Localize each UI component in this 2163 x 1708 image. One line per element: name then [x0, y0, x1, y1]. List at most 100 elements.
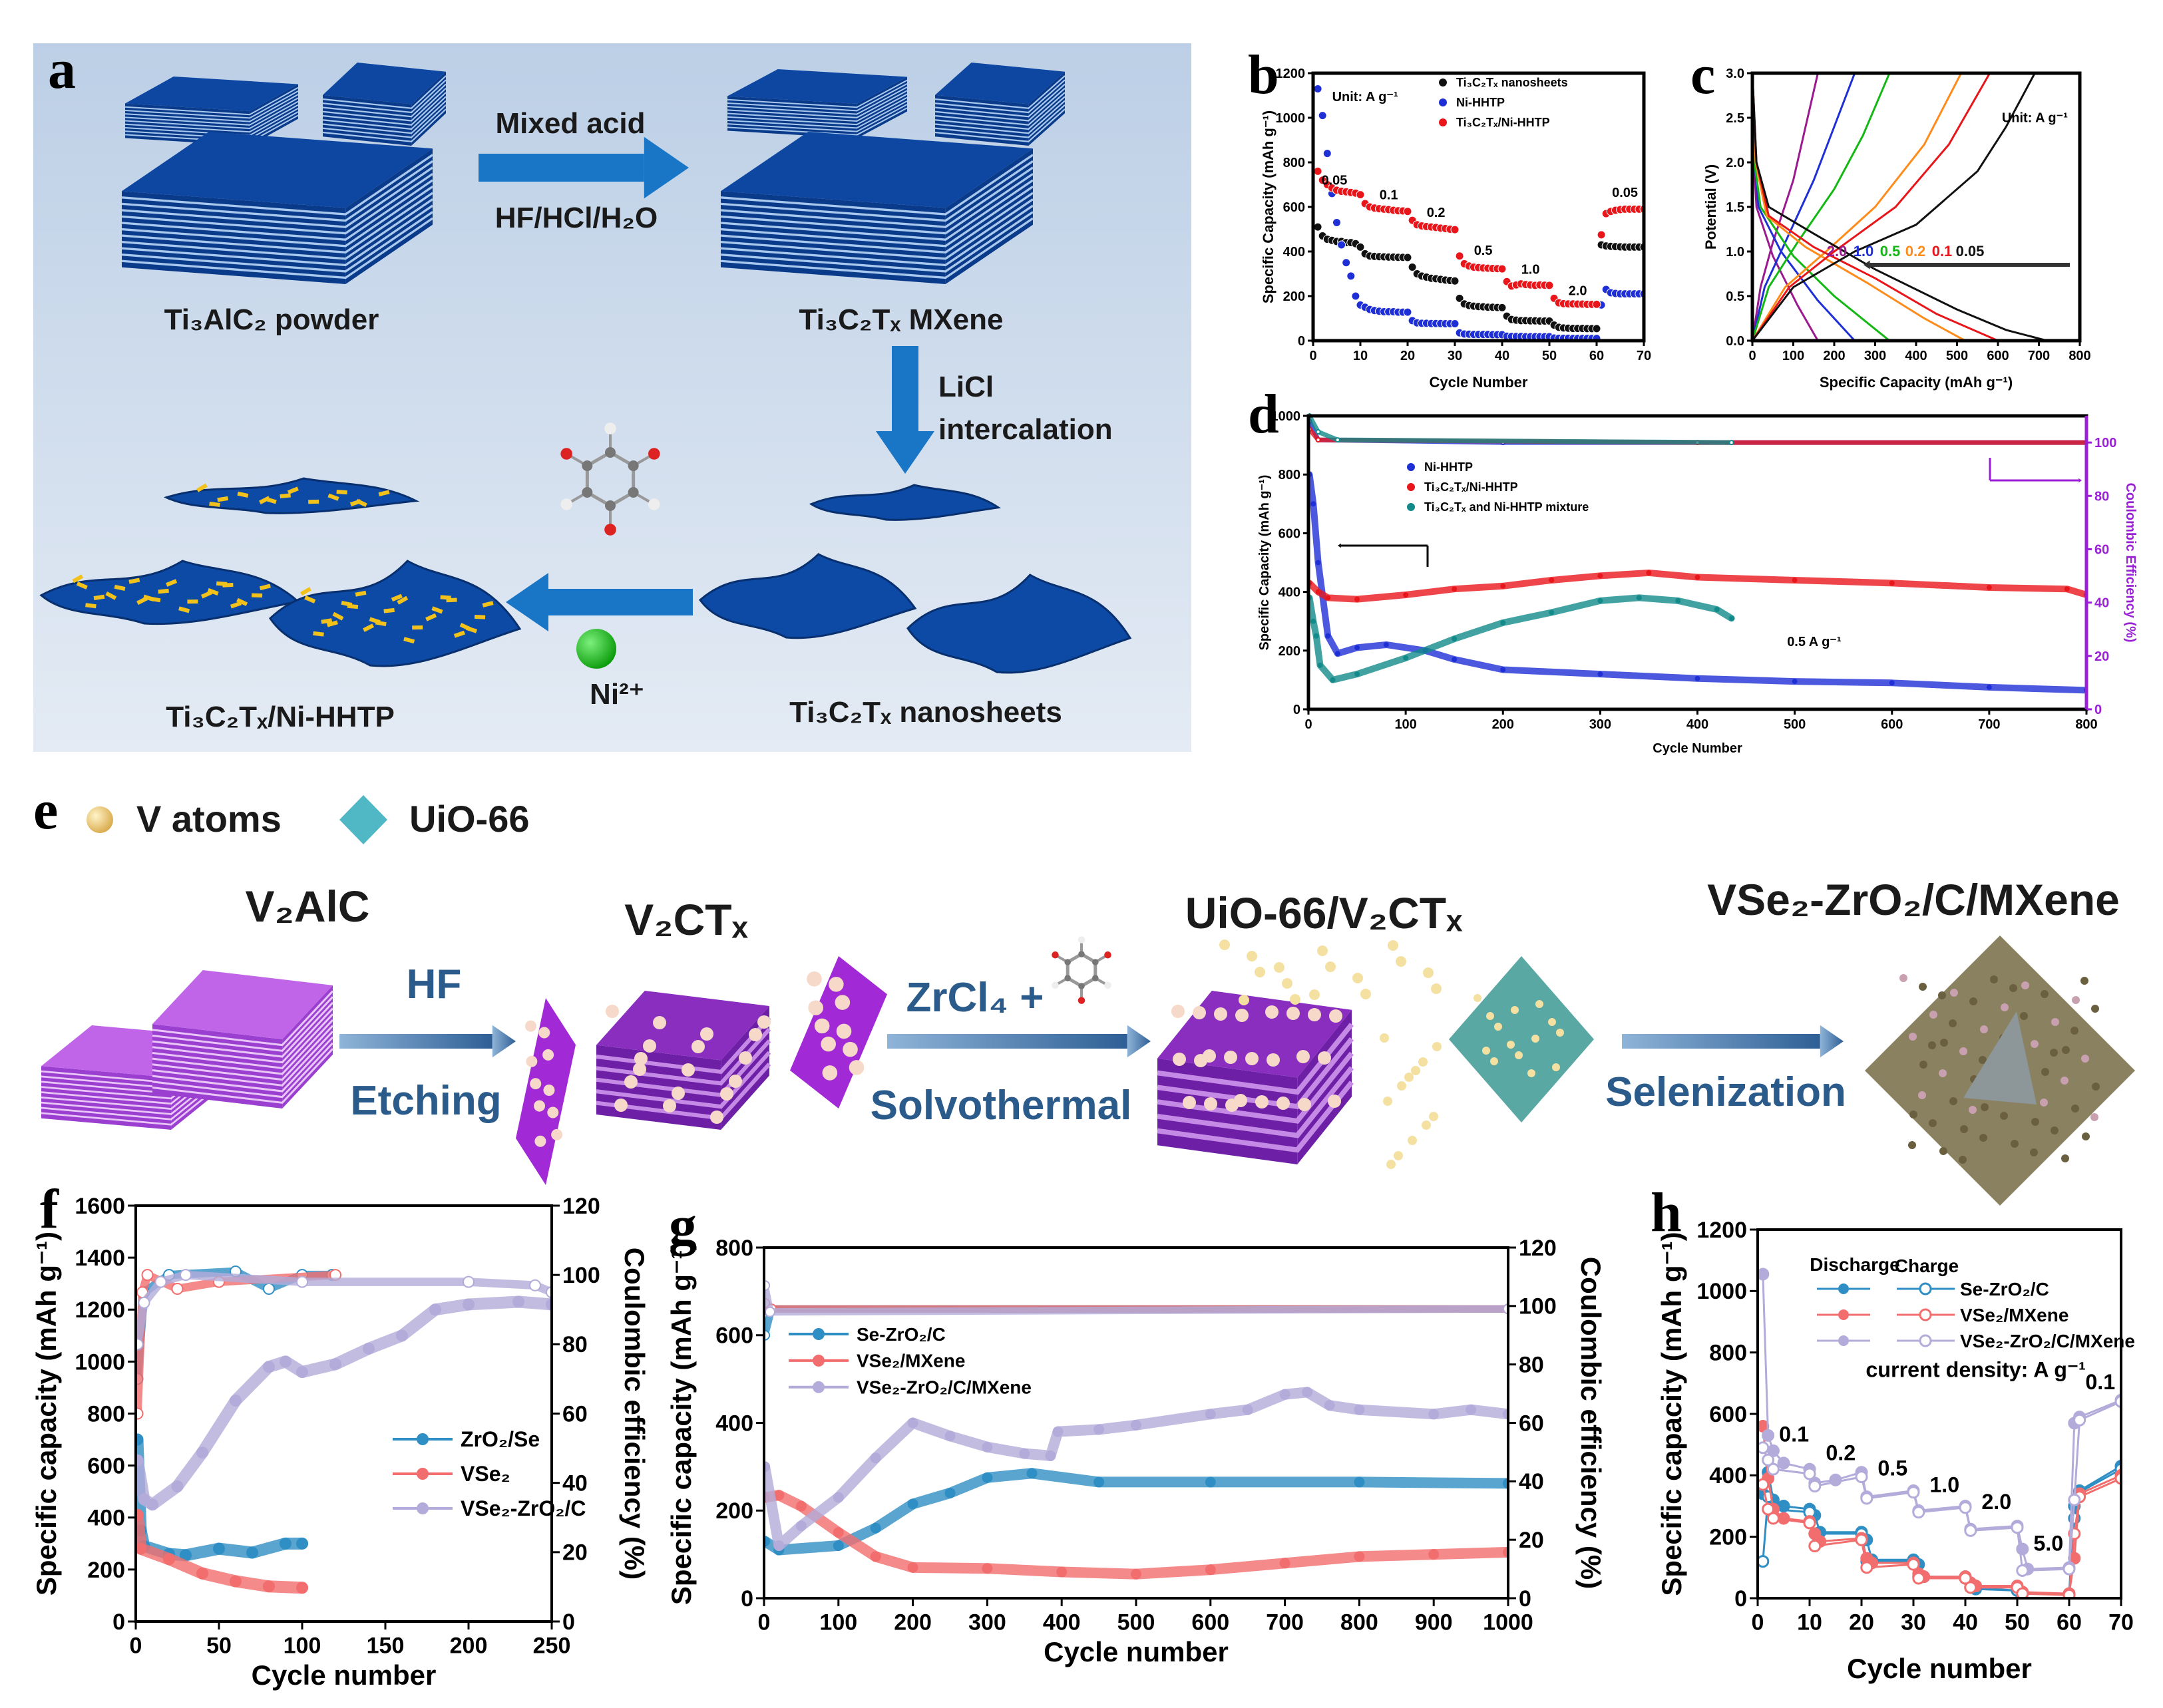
series-2	[136, 1269, 552, 1511]
ni-hhtp-flake	[136, 596, 148, 605]
layer-stripe	[121, 217, 433, 279]
v-atom	[525, 1020, 536, 1032]
v-atom	[1386, 1160, 1396, 1169]
data-point	[833, 1540, 844, 1551]
x-tick-label: 70	[2108, 1610, 2134, 1635]
atom	[1078, 997, 1085, 1004]
data-point	[1808, 1540, 1822, 1553]
slab-top-face	[122, 132, 433, 208]
legend-header-discharge: Discharge	[1810, 1254, 1899, 1275]
data-point	[136, 1508, 144, 1521]
y2-tick-label: 80	[562, 1332, 588, 1357]
solvothermal-arrow	[887, 1025, 1151, 1058]
data-point	[463, 1298, 475, 1311]
ni-hhtp-flake	[259, 496, 271, 504]
y2-tick-label: 40	[562, 1471, 588, 1496]
surface-grain	[2091, 1005, 2099, 1013]
y-tick-label: 200	[1709, 1525, 1747, 1550]
annotation: 2.0	[1981, 1490, 2011, 1514]
data-point	[1549, 609, 1555, 615]
v-atom	[1408, 1136, 1417, 1145]
ti3alc2-small-stack	[322, 63, 447, 146]
title-uio66-v2ctx: UiO-66/V₂CTₓ	[1185, 888, 1463, 938]
surface-grain	[1959, 1156, 1967, 1164]
surface-grain	[1959, 1047, 1967, 1055]
layer-stripe	[934, 87, 1066, 122]
data-point	[141, 1269, 154, 1281]
v-atom	[1255, 967, 1265, 977]
data-point	[1310, 618, 1316, 624]
v-atom	[1486, 1012, 1494, 1020]
legend-marker	[1439, 79, 1447, 86]
v-atom	[1267, 1053, 1280, 1067]
layer-stripe	[727, 90, 908, 118]
layer-stripe	[727, 100, 908, 129]
layer-stripe	[934, 108, 1066, 142]
data-point	[1313, 222, 1322, 232]
data-point	[1342, 258, 1351, 267]
data-point	[1986, 584, 1992, 590]
x-tick-label: 200	[894, 1610, 932, 1635]
data-point	[1766, 1462, 1780, 1476]
atom	[1104, 951, 1111, 959]
ni-hhtp-flake	[237, 491, 249, 498]
v-atom	[829, 977, 844, 992]
v-atom	[1308, 1008, 1321, 1021]
atom	[560, 448, 572, 460]
layer-stripe	[727, 96, 908, 126]
capacity-trace	[1308, 471, 2086, 694]
x-tick-label: 400	[1905, 349, 1927, 363]
y-axis-label: Specific capacity (mAh g⁻¹)	[1656, 1232, 1687, 1596]
x-tick-label: 70	[1637, 349, 1651, 363]
charge-curve	[1752, 73, 2036, 341]
v-atom	[1507, 1041, 1515, 1049]
v-atom	[821, 1036, 836, 1052]
data-point	[1758, 1555, 1770, 1568]
data-point	[1452, 636, 1458, 642]
data-point	[1728, 615, 1734, 621]
composite-sheet	[163, 477, 420, 514]
ni-hhtp-flake	[280, 493, 291, 498]
x-axis-label: Cycle Number	[1430, 374, 1528, 391]
v-atom	[1325, 961, 1336, 972]
data-point	[1597, 573, 1603, 579]
layer-stripe	[934, 96, 1066, 130]
y-tick-label: 1000	[1696, 1279, 1747, 1304]
layer-stripe	[1157, 1023, 1354, 1095]
y2-tick-label: 20	[2094, 649, 2109, 664]
label-etching: Etching	[350, 1078, 501, 1124]
v-atom	[808, 1000, 823, 1015]
data-point	[1597, 671, 1603, 677]
layer-stripe	[152, 1031, 334, 1087]
layer-stripe	[720, 204, 1034, 267]
arrow-shaft	[1340, 544, 1428, 547]
legend-label: Se-ZrO₂/C	[1960, 1279, 2049, 1299]
chart-panel-d: d0 100 200 300 400 500 600 700 80002004006008001…	[1248, 383, 2138, 756]
label-selenization: Selenization	[1605, 1069, 1846, 1115]
data-point	[1317, 662, 1323, 668]
label-intercalation: intercalation	[938, 413, 1113, 446]
y-tick-label: 800	[1709, 1341, 1747, 1366]
x-tick-label: 50	[206, 1633, 232, 1659]
data-point	[136, 1542, 147, 1555]
layer-stripe	[720, 186, 1034, 248]
legend-label: VSe₂-ZrO₂/C	[461, 1496, 586, 1520]
x-tick-label: 200	[1823, 349, 1845, 363]
layer-stripe	[720, 160, 1034, 222]
arrow-shaft	[339, 1034, 492, 1049]
x-tick-label: 500	[1117, 1610, 1155, 1635]
data-point	[795, 1500, 807, 1512]
data-point	[1354, 671, 1360, 677]
title-product: VSe₂-ZrO₂/C/MXene	[1707, 875, 2120, 924]
label-composite: Ti₃C₂Tₓ/Ni-HHTP	[166, 701, 395, 733]
x-tick-label: 100	[284, 1633, 321, 1659]
data-point	[1912, 1506, 1925, 1519]
y-tick-label: 1200	[75, 1297, 125, 1323]
v-atom	[614, 1099, 628, 1112]
atom	[648, 498, 660, 510]
v-atom	[700, 1027, 713, 1041]
layer-stripe	[720, 179, 1034, 241]
x-tick-label: 300	[1864, 349, 1886, 363]
arrow-head	[492, 1025, 516, 1058]
v-atom	[543, 1085, 555, 1097]
